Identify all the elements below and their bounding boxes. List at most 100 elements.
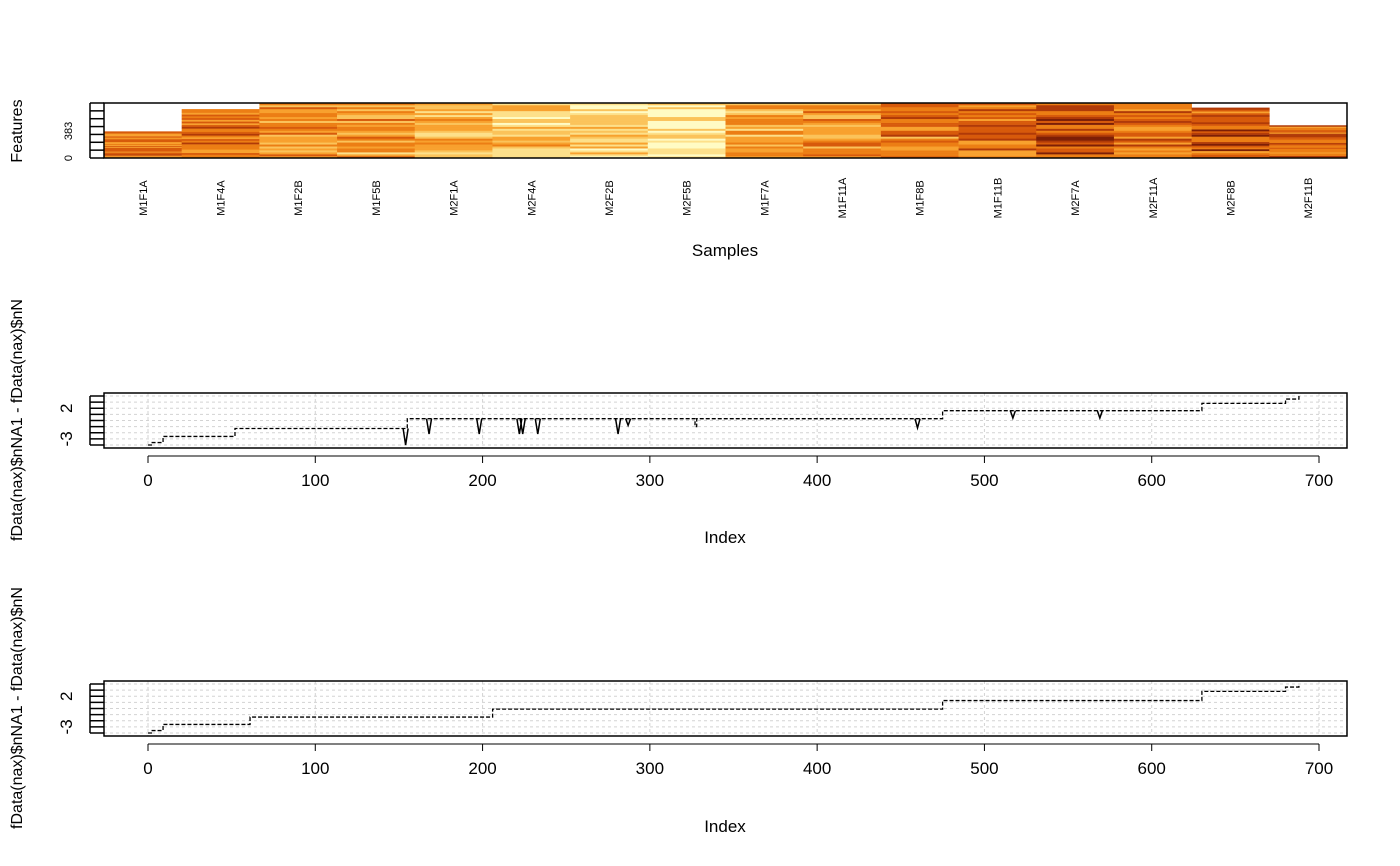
heatmap-cell: [104, 142, 182, 145]
heatmap-cell: [1036, 144, 1115, 147]
heatmap-cell: [725, 108, 804, 112]
plot1-x-tick-label: 400: [803, 471, 831, 490]
heatmap-cell: [803, 136, 882, 139]
heatmap-cell: [570, 146, 649, 149]
heatmap-cell: [1191, 149, 1270, 152]
heatmap-cell: [1269, 148, 1348, 151]
heatmap-cell: [1191, 127, 1270, 130]
heatmap-cell: [337, 146, 416, 149]
heatmap-cell: [181, 114, 260, 117]
heatmap-cell: [259, 104, 338, 108]
heatmap-cell: [337, 140, 416, 143]
plot2-y-tick-label: 2: [57, 692, 76, 701]
heatmap-cell: [492, 154, 571, 157]
heatmap-cell: [104, 156, 182, 158]
sample-label: M1F8B: [915, 180, 927, 215]
heatmap-cell: [104, 140, 182, 143]
heatmap-cell: [570, 124, 649, 127]
heatmap-cell: [1113, 136, 1192, 139]
plot1-series: [148, 396, 1300, 446]
heatmap-cell: [803, 138, 882, 141]
heatmap-cell: [958, 120, 1037, 123]
heatmap-cell: [1191, 123, 1270, 126]
heatmap-cell: [1036, 134, 1115, 137]
heatmap-cell: [104, 133, 182, 135]
sample-label: M1F7A: [759, 180, 771, 216]
heatmap-cell: [1269, 133, 1348, 135]
heatmap-cell: [725, 140, 804, 143]
heatmap-cell: [958, 154, 1037, 157]
heatmap-cell: [570, 120, 649, 123]
missing-values-heatmap: Features 0 383 M1F1A M1F4A M1F2B M1F5B M2F1A…: [9, 99, 1348, 260]
heatmap-cell: [647, 110, 726, 114]
heatmap-cell: [104, 141, 182, 144]
heatmap-cell: [880, 136, 959, 139]
plot2-x-tick-label: 500: [970, 759, 998, 778]
sample-label: M1F2B: [293, 180, 305, 215]
heatmap-cell: [570, 134, 649, 137]
heatmap-cell: [337, 134, 416, 137]
heatmap-cell: [1191, 136, 1270, 139]
heatmap-cell: [1113, 148, 1192, 151]
heatmap-cell: [647, 122, 726, 125]
plot2-x-tick-label: 300: [636, 759, 664, 778]
heatmap-cell: [1036, 136, 1115, 139]
heatmap-cell: [1036, 138, 1115, 141]
heatmap-cell: [1191, 140, 1270, 143]
heatmap-cell: [1113, 138, 1192, 141]
heatmap-cell: [647, 154, 726, 157]
heatmap-cell: [1036, 114, 1115, 118]
heatmap-cell: [337, 112, 416, 116]
heatmap-cell: [725, 106, 804, 110]
heatmap-cell: [958, 128, 1037, 131]
heatmap-cell: [492, 136, 571, 139]
heatmap-cell: [570, 132, 649, 135]
heatmap-y-axis: [89, 102, 104, 159]
heatmap-cell: [1191, 132, 1270, 135]
heatmap-cell: [181, 152, 260, 155]
plot1-dip: [425, 418, 433, 435]
heatmap-cell: [958, 156, 1037, 159]
heatmap-cell: [492, 128, 571, 131]
plot2-series: [148, 684, 1300, 734]
heatmap-cell: [725, 110, 804, 114]
heatmap-cell: [803, 150, 882, 153]
heatmap-y-axis-label: Features: [9, 99, 26, 162]
plot2-x-axis-label: Index: [704, 817, 746, 836]
heatmap-cell: [1036, 104, 1115, 108]
heatmap-cell: [104, 144, 182, 146]
plot1-dip: [402, 428, 409, 446]
plot1-x-tick-label: 700: [1305, 471, 1333, 490]
heatmap-cell: [181, 130, 260, 133]
heatmap-cell: [259, 118, 338, 121]
sample-label: M2F5B: [682, 180, 694, 215]
plot1-y-tick-label: 2: [57, 404, 76, 413]
heatmap-cell: [958, 132, 1037, 135]
heatmap-cell: [880, 126, 959, 129]
heatmap-cell: [1191, 134, 1270, 137]
heatmap-cell: [725, 116, 804, 120]
heatmap-cell: [803, 128, 882, 131]
heatmap-cell: [104, 143, 182, 145]
heatmap-cell: [1269, 126, 1348, 128]
heatmap-cell: [570, 104, 649, 108]
heatmap-cell: [1113, 156, 1192, 159]
heatmap-cell: [1269, 146, 1348, 148]
heatmap-cell: [259, 112, 338, 116]
plot2-axes: 0 100 200 300 400 500 600 700 -3 2: [57, 683, 1333, 778]
heatmap-cell: [259, 130, 338, 133]
heatmap-cell: [1036, 124, 1115, 127]
plot2-y-tick-label: -3: [57, 719, 76, 734]
heatmap-cell: [414, 150, 493, 153]
heatmap-cell: [1113, 144, 1192, 147]
heatmap-cell: [880, 110, 959, 114]
heatmap-cell: [414, 142, 493, 145]
plot1-x-tick-label: 0: [143, 471, 152, 490]
heatmap-cell: [725, 148, 804, 151]
heatmap-cell: [259, 154, 338, 157]
heatmap-cell: [259, 114, 338, 118]
heatmap-cell: [880, 103, 959, 106]
heatmap-cell: [1113, 130, 1192, 133]
heatmap-cell: [880, 134, 959, 137]
heatmap-cell: [958, 146, 1037, 149]
